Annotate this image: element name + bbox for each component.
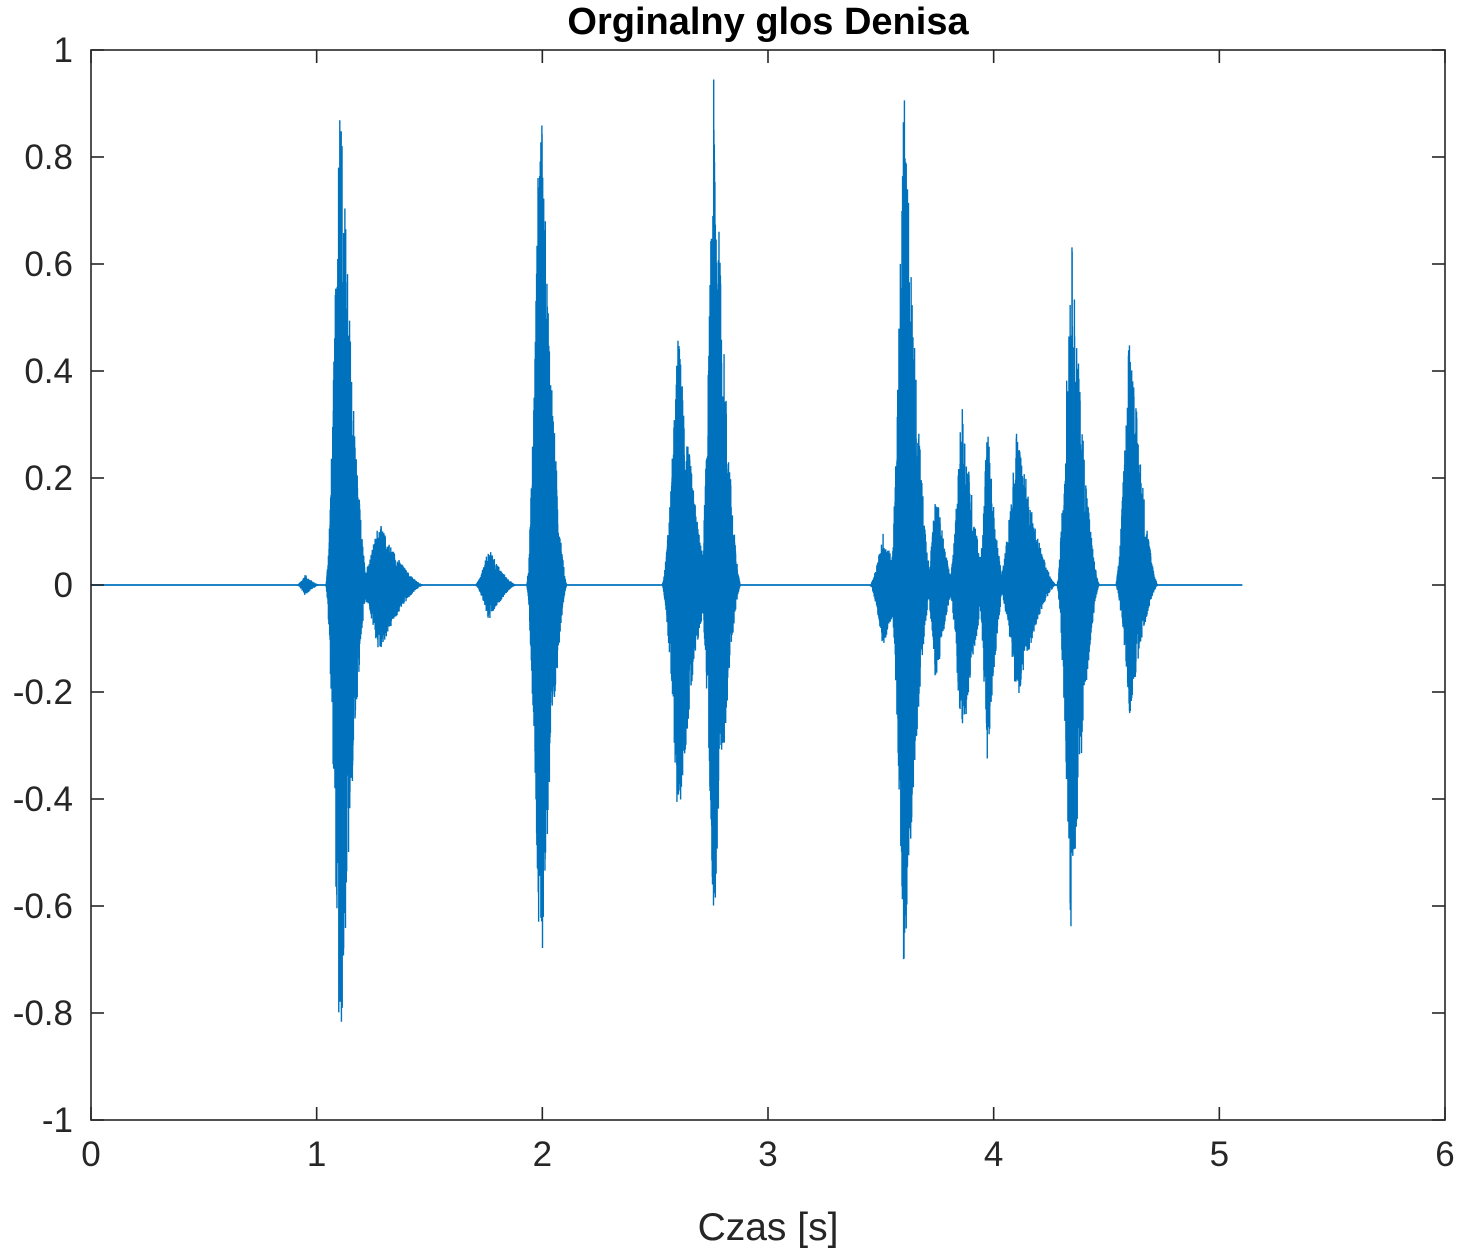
- x-tick-label: 5: [1210, 1135, 1229, 1174]
- x-tick-label: 3: [758, 1135, 777, 1174]
- x-axis-label: Czas [s]: [698, 1206, 839, 1249]
- x-tick-label: 6: [1435, 1135, 1454, 1174]
- y-tick-label: -0.6: [13, 887, 73, 926]
- x-tick-label: 2: [533, 1135, 552, 1174]
- y-tick-label: 1: [54, 31, 73, 70]
- y-tick-label: -1: [42, 1101, 73, 1140]
- y-tick-label: -0.4: [13, 780, 73, 819]
- y-tick-label: 0: [54, 566, 73, 605]
- x-tick-label: 4: [984, 1135, 1003, 1174]
- y-tick-label: 0.8: [24, 138, 73, 177]
- x-tick-label: 0: [81, 1135, 100, 1174]
- tick-layer: 0 1 2 3 4 5 6 1 0.8 0.6 0.4 0.2 0 -0.2 -0.4 -0.6 -0.8 -1: [13, 31, 1455, 1174]
- y-tick-label: 0.6: [24, 245, 73, 284]
- chart-title: Orginalny glos Denisa: [567, 1, 969, 43]
- y-tick-label: -0.2: [13, 673, 73, 712]
- x-tick-label: 1: [307, 1135, 326, 1174]
- y-tick-label: 0.2: [24, 459, 73, 498]
- y-tick-label: 0.4: [24, 352, 73, 391]
- y-tick-label: -0.8: [13, 994, 73, 1033]
